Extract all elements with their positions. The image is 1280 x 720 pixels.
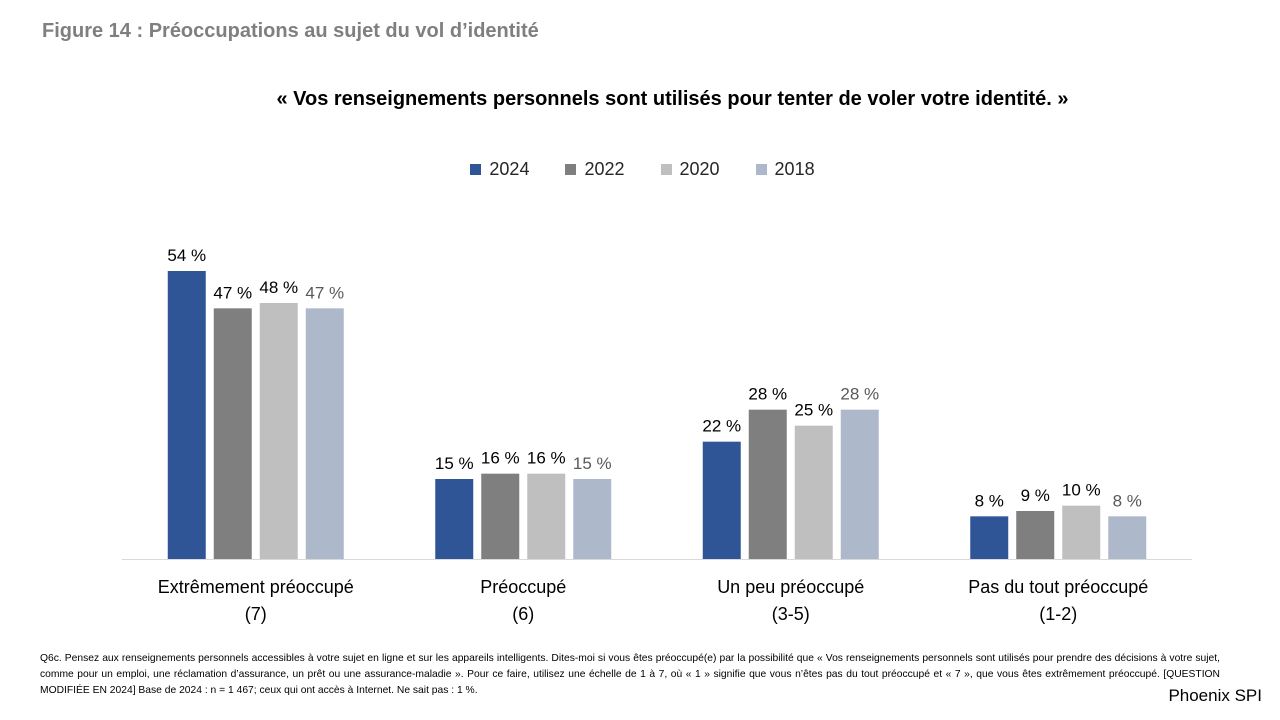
bar-2018-2: [573, 479, 612, 559]
data-label-2024-3: 22 %: [702, 417, 741, 436]
data-label-2024-1: 54 %: [167, 246, 206, 265]
category-label-4-line-1: Pas du tout préoccupé: [968, 577, 1148, 597]
data-label-2022-2: 16 %: [481, 449, 520, 468]
bar-2024-4: [970, 516, 1009, 559]
data-label-2024-2: 15 %: [435, 454, 474, 473]
data-label-2018-2: 15 %: [573, 454, 612, 473]
legend-swatch-2022: [565, 164, 577, 175]
legend-item-2020: 2020: [660, 159, 720, 180]
bar-2020-2: [527, 473, 566, 559]
category-label-1-line-1: Extrêmement préoccupé: [158, 577, 354, 597]
category-label-1-line-2: (7): [245, 604, 267, 624]
figure-title: Figure 14 : Préoccupations au sujet du v…: [42, 20, 539, 42]
category-label-4-line-2: (1-2): [1039, 604, 1077, 624]
data-label-2018-3: 28 %: [840, 385, 879, 404]
bar-2022-2: [481, 473, 520, 559]
bar-2022-1: [213, 308, 252, 559]
legend: 2024 2022 2020 2018: [0, 159, 1280, 180]
legend-swatch-2020: [660, 164, 672, 175]
bar-2024-1: [167, 271, 206, 559]
data-label-2020-4: 10 %: [1062, 481, 1101, 500]
category-label-3-line-2: (3-5): [772, 604, 810, 624]
category-label-2-line-1: Préoccupé: [480, 577, 566, 597]
data-label-2020-3: 25 %: [794, 401, 833, 420]
legend-label-2020: 2020: [679, 159, 720, 179]
legend-label-2022: 2022: [584, 159, 625, 179]
bar-2024-3: [702, 441, 741, 559]
category-label-2-line-2: (6): [512, 604, 534, 624]
legend-item-2024: 2024: [470, 159, 529, 180]
bar-2018-4: [1108, 516, 1147, 559]
data-label-2024-4: 8 %: [975, 491, 1004, 510]
legend-swatch-2024: [470, 164, 482, 175]
brand-label: Phoenix SPI: [1168, 686, 1262, 705]
bar-2018-3: [840, 409, 879, 559]
legend-swatch-2018: [755, 164, 767, 175]
bar-2020-4: [1062, 505, 1101, 559]
footnote: Q6c. Pensez aux renseignements personnel…: [40, 653, 1220, 696]
data-label-2020-2: 16 %: [527, 449, 566, 468]
legend-item-2022: 2022: [565, 159, 625, 180]
data-label-2022-4: 9 %: [1021, 486, 1050, 505]
chart-title: « Vos renseignements personnels sont uti…: [276, 88, 1069, 110]
bar-2020-1: [259, 303, 298, 559]
legend-item-2018: 2018: [755, 159, 815, 180]
bar-2022-4: [1016, 511, 1055, 559]
bar-2018-1: [305, 308, 344, 559]
data-label-2018-4: 8 %: [1113, 491, 1142, 510]
data-label-2018-1: 47 %: [305, 283, 344, 302]
legend-label-2018: 2018: [774, 159, 815, 179]
bar-2024-2: [435, 479, 474, 559]
legend-label-2024: 2024: [489, 159, 530, 179]
category-label-3-line-1: Un peu préoccupé: [717, 577, 864, 597]
data-label-2022-3: 28 %: [748, 385, 787, 404]
bar-2022-3: [748, 409, 787, 559]
data-label-2020-1: 48 %: [259, 278, 298, 297]
bar-chart: 54 % 47 % 48 % 47 % Extrêmement préoccupé (7)…: [122, 246, 1192, 624]
bar-2020-3: [794, 425, 833, 559]
data-label-2022-1: 47 %: [213, 283, 252, 302]
